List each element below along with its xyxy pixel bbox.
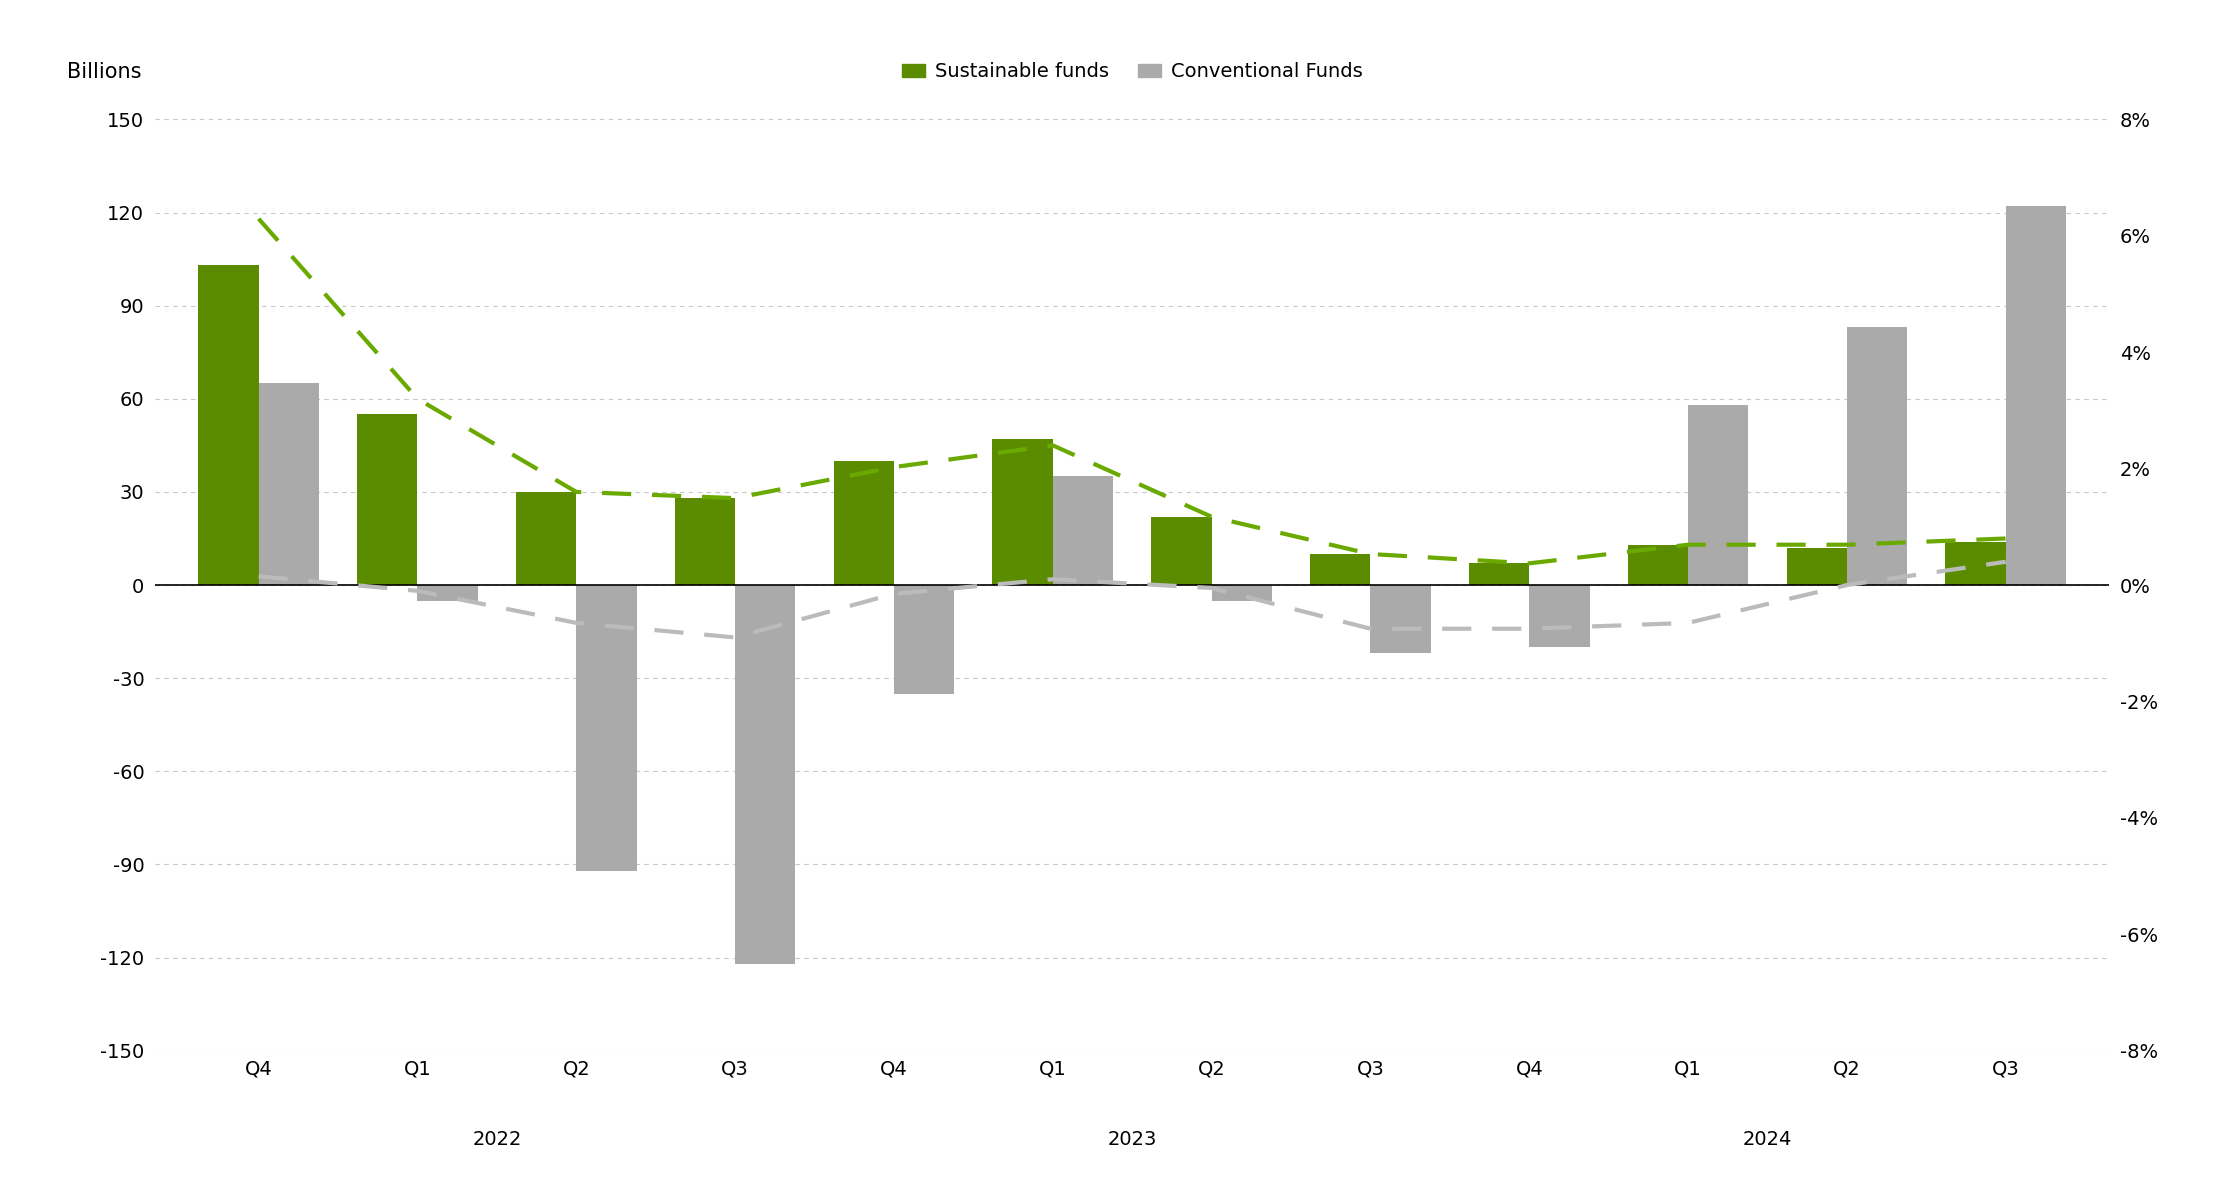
Bar xyxy=(1152,517,1212,585)
Bar xyxy=(198,265,260,585)
Bar xyxy=(357,414,417,585)
Bar xyxy=(1530,585,1590,647)
Bar xyxy=(735,585,795,964)
Bar xyxy=(515,492,577,585)
Bar xyxy=(832,461,895,585)
Bar xyxy=(1945,542,2005,585)
Text: 2022: 2022 xyxy=(473,1130,522,1149)
Bar xyxy=(1370,585,1432,653)
Bar xyxy=(1310,554,1370,585)
Text: Billions: Billions xyxy=(67,62,142,82)
Legend: Sustainable funds, Conventional Funds: Sustainable funds, Conventional Funds xyxy=(895,55,1370,90)
Bar xyxy=(2005,207,2067,585)
Bar xyxy=(992,439,1052,585)
Bar xyxy=(1627,544,1687,585)
Bar xyxy=(577,585,637,870)
Bar xyxy=(1687,405,1749,585)
Bar xyxy=(675,498,735,585)
Bar xyxy=(1212,585,1272,601)
Bar xyxy=(1787,548,1847,585)
Text: 2023: 2023 xyxy=(1108,1130,1157,1149)
Bar xyxy=(1052,476,1112,585)
Bar xyxy=(417,585,477,601)
Bar xyxy=(895,585,955,694)
Bar xyxy=(260,383,320,585)
Bar xyxy=(1470,564,1530,585)
Text: 2024: 2024 xyxy=(1743,1130,1792,1149)
Bar xyxy=(1847,327,1907,585)
